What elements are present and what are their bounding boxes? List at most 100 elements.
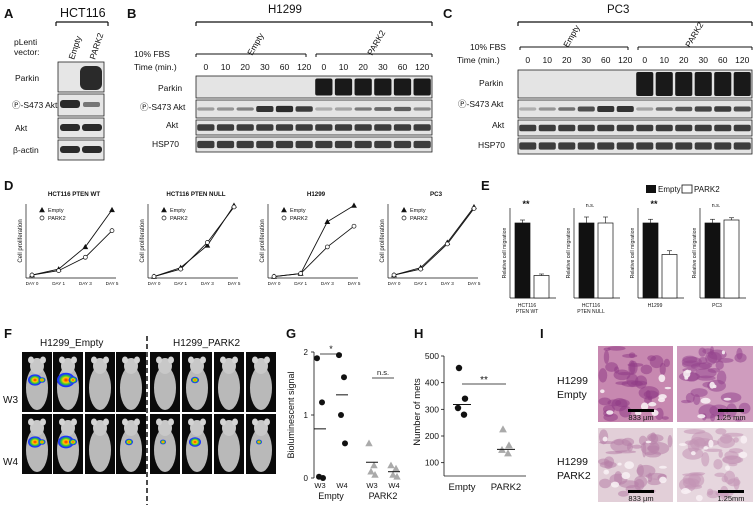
c-blot-hsp70 xyxy=(517,137,753,155)
mouse-tile xyxy=(116,352,146,412)
tissue-cluster xyxy=(598,429,609,445)
alveolar-space xyxy=(624,461,635,469)
mouse-ear xyxy=(122,356,128,364)
mouse-ear xyxy=(252,418,258,426)
legend-swatch-empty xyxy=(646,185,656,193)
panel-letter-b: B xyxy=(127,6,136,21)
c-band-pakt-8 xyxy=(675,106,693,112)
c-band-pakt-6 xyxy=(636,107,654,111)
bioluminescent-signal xyxy=(38,377,46,383)
tissue-cluster xyxy=(713,459,723,470)
b-band-hsp70-9 xyxy=(374,140,392,149)
point-park2 xyxy=(271,274,277,279)
lane-label-empty: Empty xyxy=(66,34,83,61)
data-point xyxy=(338,412,344,418)
bioluminescent-signal xyxy=(189,437,201,447)
b-band-akt-1 xyxy=(216,124,235,131)
tissue-cluster xyxy=(615,450,637,454)
point-park2 xyxy=(298,271,304,276)
vector-label-line2: vector: xyxy=(14,47,40,57)
mouse-body xyxy=(154,428,176,472)
b-band-akt-4 xyxy=(275,124,294,131)
legend-label-empty: Empty xyxy=(410,208,426,214)
c-band-parkin-8 xyxy=(675,72,693,96)
mouse-head xyxy=(254,358,268,374)
alveolar-space xyxy=(700,397,711,404)
panel-letter-f: F xyxy=(4,326,12,341)
x-tick-label: DAY 1 xyxy=(52,281,65,286)
series-line-park2 xyxy=(153,206,235,277)
alveolar-space xyxy=(659,476,667,484)
y-tick-label: 100 xyxy=(425,458,439,468)
band-a-akt-park2 xyxy=(82,124,102,131)
bar-park2 xyxy=(533,275,550,299)
legend-swatch-park2 xyxy=(681,184,693,194)
tissue-cluster xyxy=(722,432,744,437)
mouse-body xyxy=(120,428,142,472)
data-point xyxy=(505,441,513,449)
c-time-9: 30 xyxy=(699,55,709,65)
mouse-tile xyxy=(85,352,115,412)
c-blot-akt xyxy=(517,119,753,137)
mouse-ear xyxy=(188,418,194,426)
alveolar-space xyxy=(738,451,748,459)
tissue-cluster xyxy=(710,346,715,356)
y-axis-label: Relative cell migration xyxy=(630,228,636,279)
tissue-cluster xyxy=(715,428,727,435)
tissue-cluster xyxy=(706,490,720,499)
alveolar-space xyxy=(664,386,672,390)
legend-marker-park2 xyxy=(161,215,167,221)
tissue-cluster xyxy=(685,392,695,403)
x-tick-label: DAY 1 xyxy=(174,281,187,286)
c-band-hsp70-2 xyxy=(558,142,576,150)
mouse-tile xyxy=(246,414,276,474)
c-band-parkin-7 xyxy=(655,72,673,96)
c-band-hsp70-5 xyxy=(616,142,634,150)
tissue-cluster xyxy=(622,353,638,358)
scale-bar xyxy=(718,409,744,412)
blot-label-c-parkin: Parkin xyxy=(479,78,503,88)
alveolar-space xyxy=(606,410,614,415)
x-tick-label: DAY 5 xyxy=(348,281,361,286)
b-band-pakt-11 xyxy=(413,107,431,111)
mouse-ear xyxy=(28,418,34,426)
alveolar-space xyxy=(602,436,608,442)
legend-marker-empty xyxy=(281,206,287,213)
blot-label-b-pakt: Ⓟ-S473 Akt xyxy=(140,102,186,112)
data-point xyxy=(392,464,400,472)
scale-bar-label: 833 µm xyxy=(628,494,653,503)
b-band-akt-10 xyxy=(393,124,412,131)
panel-letter-d: D xyxy=(4,178,13,193)
category-label-line1: PC3 xyxy=(712,303,722,309)
tissue-cluster xyxy=(640,440,660,456)
b-band-pakt-3 xyxy=(256,106,274,112)
tissue-cluster xyxy=(735,418,743,422)
x-tick-label: W4 xyxy=(336,481,347,490)
y-axis-label: Cell proliferation xyxy=(380,219,386,262)
point-park2 xyxy=(29,272,35,278)
x-tick-label: DAY 0 xyxy=(26,281,39,286)
data-point xyxy=(365,439,373,447)
tissue-cluster xyxy=(613,439,625,446)
point-park2 xyxy=(204,240,210,245)
series-line-park2 xyxy=(393,208,475,276)
tissue-cluster xyxy=(598,397,612,406)
point-park2 xyxy=(418,266,424,272)
alveolar-space xyxy=(600,389,605,394)
panel-b-time-label: Time (min.) xyxy=(134,62,177,72)
mouse-ear xyxy=(252,356,258,364)
panel-e: E Empty PARK2 Relative cell migration ** H… xyxy=(481,178,746,315)
group-label-empty: Empty xyxy=(318,491,344,501)
histology-tile-1 xyxy=(677,346,753,422)
data-point xyxy=(314,355,320,362)
mouse-tile xyxy=(22,414,52,474)
x-tick-label: DAY 1 xyxy=(294,281,307,286)
b-band-akt-8 xyxy=(354,124,372,131)
b-band-pakt-6 xyxy=(315,107,333,111)
category-label-line1: HCT116 xyxy=(518,303,536,309)
x-tick-label: DAY 3 xyxy=(321,281,334,286)
mouse-head xyxy=(61,358,75,374)
significance-label: n.s. xyxy=(712,203,721,209)
